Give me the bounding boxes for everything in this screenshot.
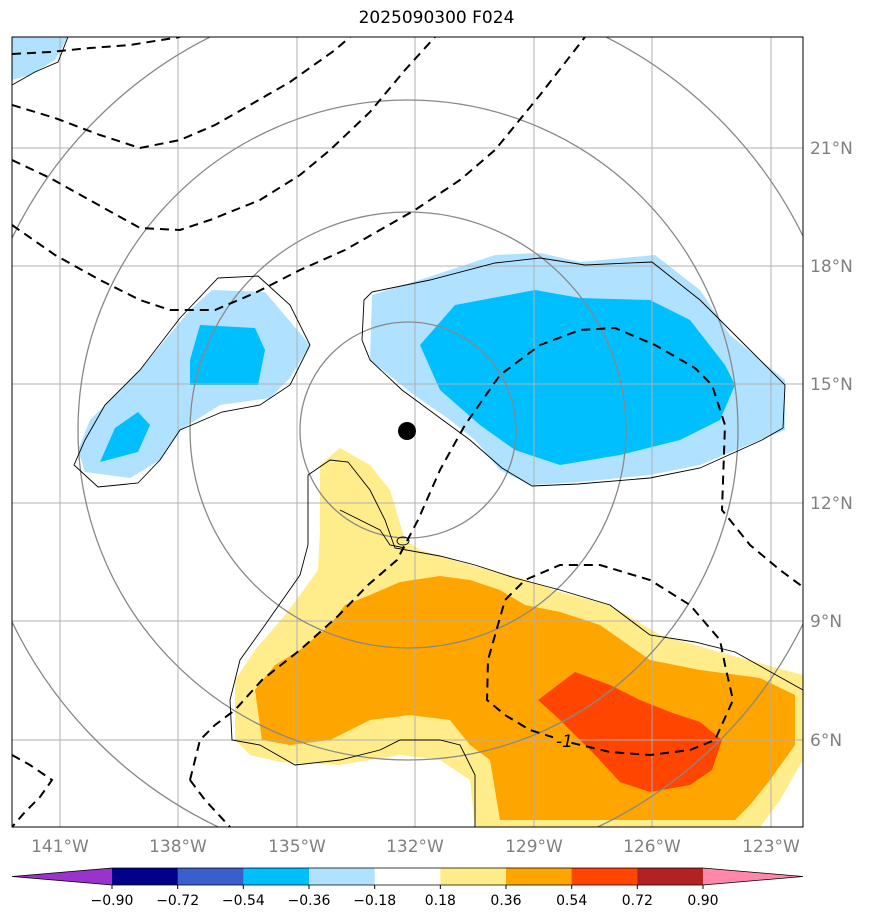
colorbar-label: 0.54: [556, 893, 587, 909]
colorbar-label: −0.18: [353, 893, 396, 909]
outline-south: [229, 459, 803, 827]
colorbar-label: −0.90: [91, 893, 134, 909]
contour-label: -1: [556, 732, 573, 752]
lon-label: 141°W: [31, 837, 89, 857]
lat-label: 6°N: [810, 731, 842, 751]
storm-center-marker: [398, 422, 416, 440]
lon-label: 138°W: [149, 837, 207, 857]
colorbar-segment: [374, 868, 441, 885]
colorbar-segment: [112, 868, 179, 885]
dashed-contour-1: [12, 37, 181, 55]
shading-layer: [12, 37, 803, 827]
dashed-contour-7: [12, 754, 54, 827]
dashed-contour-6: [485, 564, 735, 757]
outline-topleft: [12, 37, 69, 86]
colorbar-label: 0.18: [425, 893, 456, 909]
outline-east: [361, 257, 786, 487]
lon-label: 126°W: [623, 837, 681, 857]
lat-label: 9°N: [810, 612, 842, 632]
lat-tick-labels: 21°N 18°N 15°N 12°N 9°N 6°N: [810, 139, 853, 751]
colorbar-label: −0.54: [222, 893, 265, 909]
dashed-contour-5: [189, 326, 803, 781]
anomaly-outlines: [12, 37, 803, 827]
lon-label: 132°W: [386, 837, 444, 857]
lat-label: 18°N: [810, 257, 853, 277]
colorbar-segment: [177, 868, 244, 885]
contour-label-bg: [553, 731, 571, 749]
lat-label: 15°N: [810, 375, 853, 395]
colorbar-label: −0.72: [156, 893, 199, 909]
colorbar-segment: [637, 868, 704, 885]
shade-blue-west-b: [100, 412, 150, 462]
outline-small-loop: [396, 536, 410, 546]
outline-connector: [339, 509, 406, 549]
colorbar: −0.90 −0.72 −0.54 −0.36 −0.18 0.18 0.36 0.54 0.7…: [11, 867, 804, 909]
colorbar-segment: [309, 868, 376, 885]
colorbar-label: −0.36: [288, 893, 331, 909]
shade-red-south: [538, 672, 722, 792]
lon-tick-labels: 141°W 138°W 135°W 132°W 129°W 126°W 123°…: [31, 837, 800, 857]
dashed-contour-2: [12, 37, 351, 150]
map-frame: [11, 36, 804, 828]
shade-light-blue-topleft: [12, 37, 68, 80]
range-ring-2: [189, 211, 627, 649]
colorbar-extend-max: [703, 868, 803, 885]
shade-blue-west-a: [190, 325, 265, 385]
colorbar-extend-min: [12, 868, 112, 885]
lon-label: 129°W: [505, 837, 563, 857]
shade-blue-east: [420, 290, 735, 465]
colorbar-segment: [440, 868, 507, 885]
dashed-contour-4: [12, 37, 586, 311]
colorbar-segment: [506, 868, 573, 885]
colorbar-label: 0.36: [490, 893, 521, 909]
lat-label: 12°N: [810, 494, 853, 514]
colorbar-label: 0.90: [687, 893, 718, 909]
dashed-contour-8: [189, 779, 231, 827]
lat-label: 21°N: [810, 139, 853, 159]
colorbar-label: 0.72: [622, 893, 653, 909]
lon-label: 123°W: [742, 837, 800, 857]
colorbar-segment: [571, 868, 638, 885]
dashed-contours: [12, 37, 803, 827]
dashed-contour-3: [12, 37, 436, 232]
map-title: 2025090300 F024: [358, 8, 515, 28]
lon-label: 135°W: [268, 837, 326, 857]
range-ring-3: [77, 99, 739, 761]
range-rings: [12, 37, 803, 827]
colorbar-segment: [243, 868, 310, 885]
map-area: -1: [12, 37, 803, 827]
outline-west: [73, 275, 311, 488]
